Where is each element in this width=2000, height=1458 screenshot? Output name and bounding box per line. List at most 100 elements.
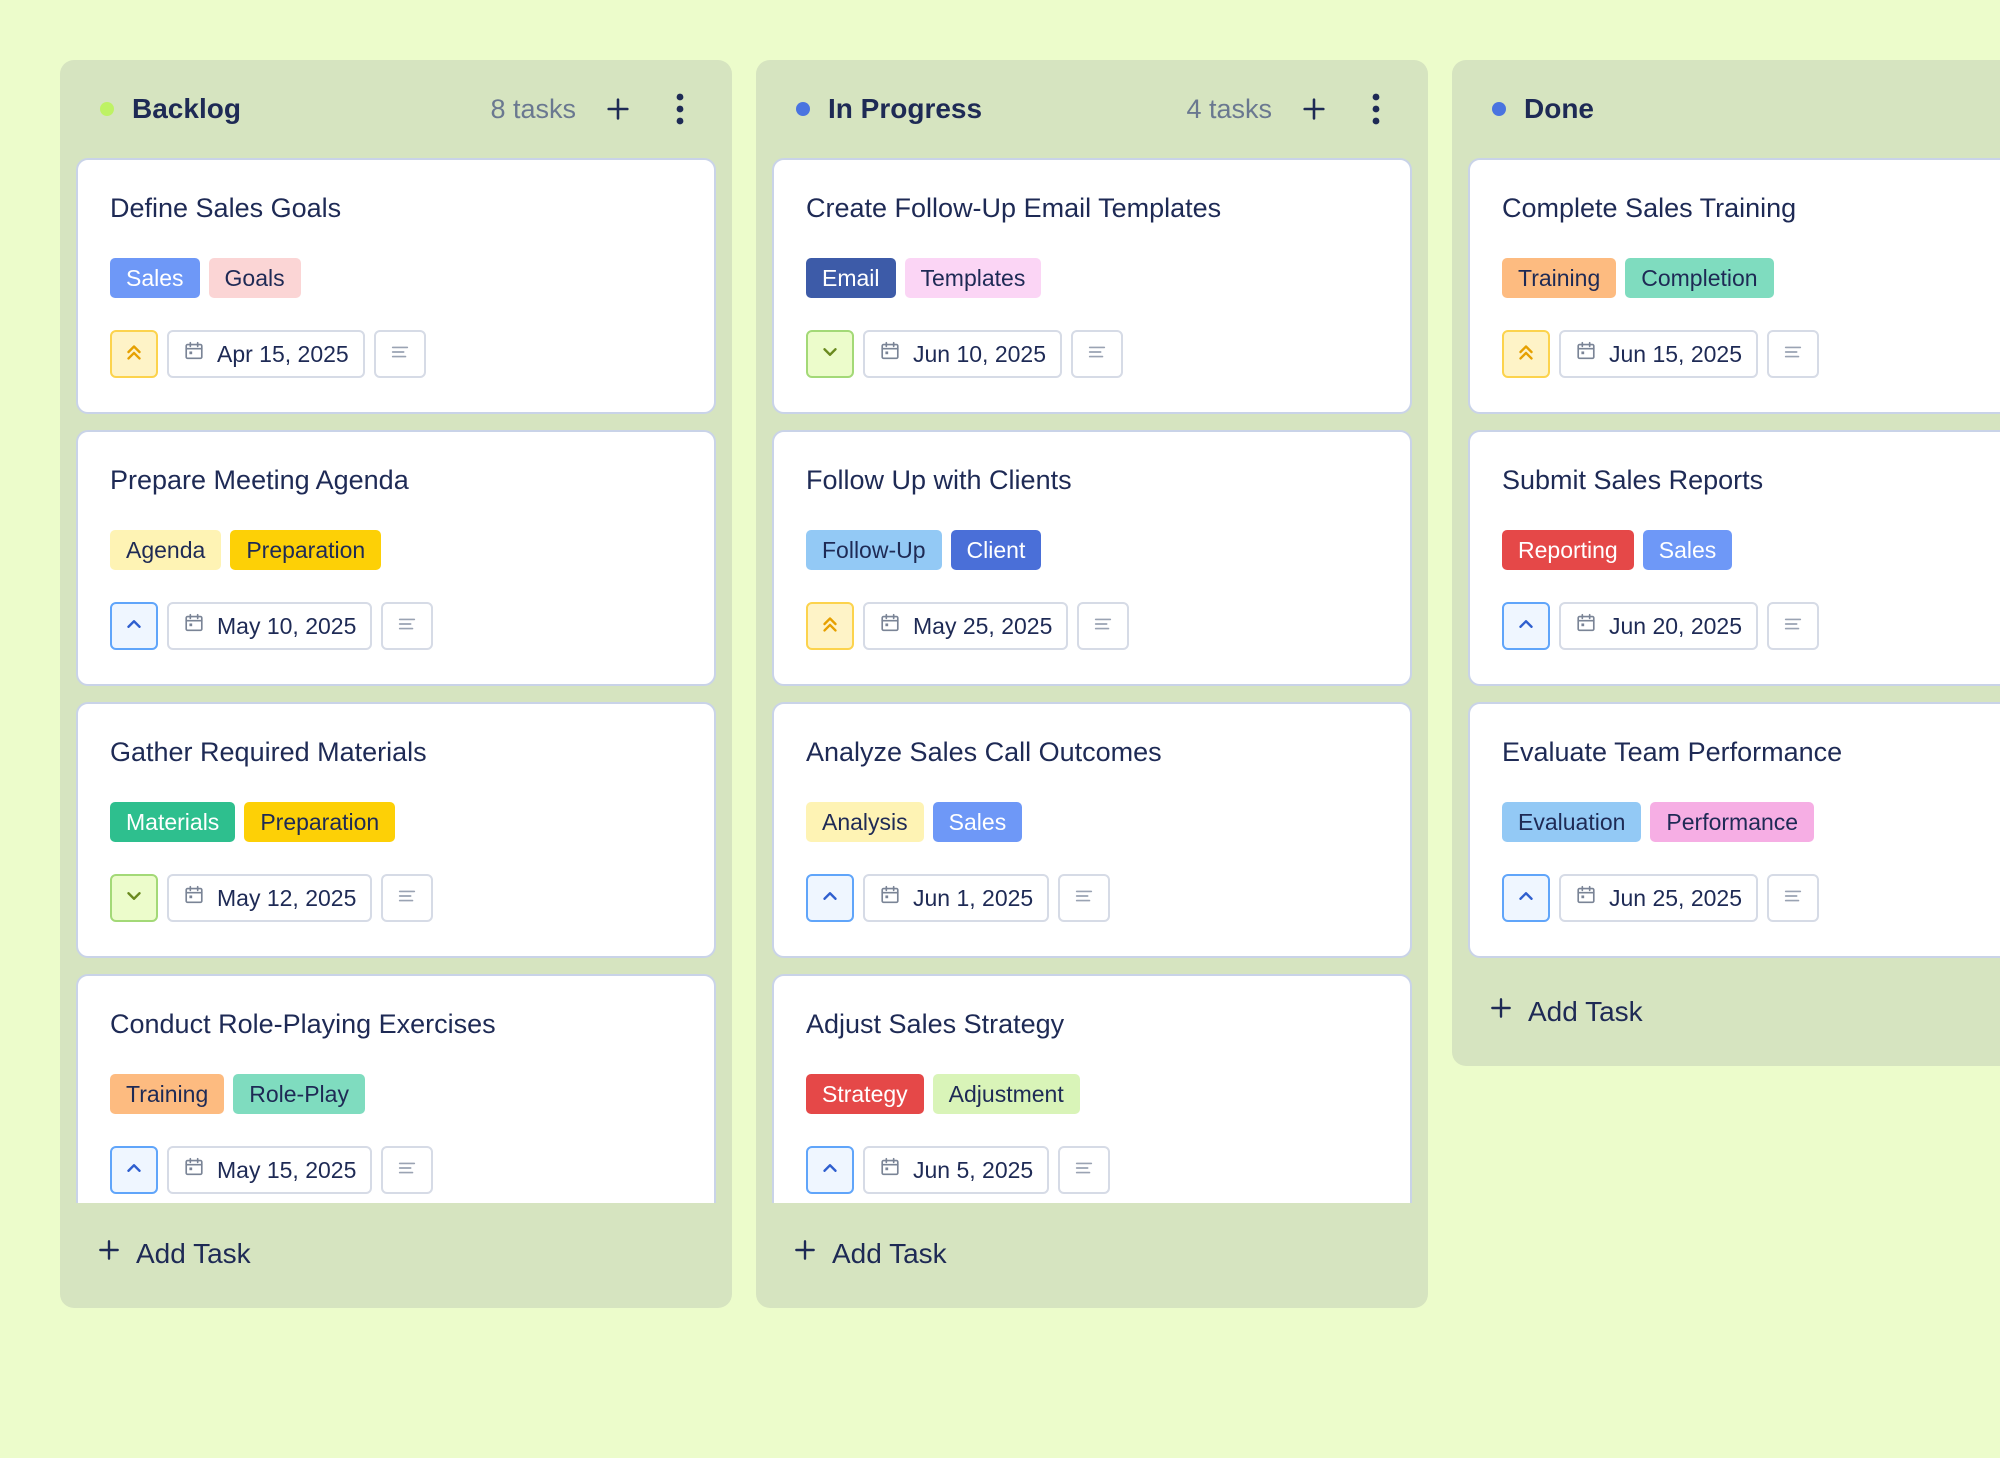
task-meta: Jun 1, 2025 [806,874,1378,922]
task-title: Submit Sales Reports [1502,465,1764,495]
add-card-button[interactable] [598,89,638,129]
task-card[interactable]: Conduct Role-Playing Exercises Training Ro… [76,974,716,1203]
task-card[interactable]: Define Sales Goals Sales Goals Apr 15, 2025 [76,158,716,414]
priority-medium-button[interactable] [806,874,854,922]
add-task-label: Add Task [136,1237,251,1269]
notes-icon [389,341,411,368]
add-task-button[interactable]: Add Task [1488,995,1643,1028]
tag-badge: Email [806,258,896,298]
due-date-chip[interactable]: May 15, 2025 [167,1146,373,1194]
calendar-icon [183,884,217,912]
due-date-chip[interactable]: Jun 15, 2025 [1559,330,1759,378]
due-date-text: Jun 20, 2025 [1609,612,1743,639]
notes-button[interactable] [381,602,434,650]
task-card[interactable]: Create Follow-Up Email Templates Email Tem… [772,158,1412,414]
due-date-chip[interactable]: Jun 1, 2025 [863,874,1050,922]
task-title: Adjust Sales Strategy [806,1009,1065,1039]
task-meta: Jun 25, 2025 [1502,874,2000,922]
priority-medium-button[interactable] [1502,602,1550,650]
task-card[interactable]: Evaluate Team Performance Evaluation Perfo… [1468,702,2000,958]
task-card[interactable]: Analyze Sales Call Outcomes Analysis Sales… [772,702,1412,958]
task-card[interactable]: Gather Required Materials Materials Prepar… [76,702,716,958]
notes-button[interactable] [1767,602,1820,650]
notes-button[interactable] [1767,874,1820,922]
due-date-chip[interactable]: May 25, 2025 [863,602,1069,650]
column-menu-button[interactable] [1356,89,1396,129]
due-date-text: Jun 10, 2025 [913,340,1047,367]
more-vertical-icon [1371,93,1381,125]
notes-button[interactable] [1058,874,1111,922]
due-date-text: May 10, 2025 [217,612,357,639]
status-dot-icon [796,102,810,116]
due-date-chip[interactable]: Jun 5, 2025 [863,1146,1050,1194]
plus-icon [96,1237,136,1270]
calendar-icon [183,340,217,368]
task-title: Prepare Meeting Agenda [110,465,409,495]
priority-medium-button[interactable] [110,602,158,650]
priority-medium-button[interactable] [806,1146,854,1194]
task-title: Define Sales Goals [110,193,342,223]
priority-medium-button[interactable] [1502,874,1550,922]
notes-icon [1782,613,1804,640]
notes-button[interactable] [1767,330,1820,378]
due-date-chip[interactable]: May 10, 2025 [167,602,373,650]
task-card[interactable]: Complete Sales Training Training Completio… [1468,158,2000,414]
notes-icon [1086,341,1108,368]
tag-list: Strategy Adjustment [806,1074,1378,1114]
add-card-button[interactable] [1294,89,1334,129]
task-title: Complete Sales Training [1502,193,1797,223]
due-date-chip[interactable]: Jun 25, 2025 [1559,874,1759,922]
due-date-text: Jun 25, 2025 [1609,884,1743,911]
priority-low-button[interactable] [110,874,158,922]
task-meta: May 15, 2025 [110,1146,682,1194]
priority-high-button[interactable] [110,330,158,378]
calendar-icon [879,884,913,912]
add-task-button[interactable]: Add Task [792,1237,947,1270]
task-meta: May 12, 2025 [110,874,682,922]
notes-button[interactable] [373,330,426,378]
task-card[interactable]: Submit Sales Reports Reporting Sales Jun 20… [1468,430,2000,686]
due-date-chip[interactable]: Apr 15, 2025 [167,330,365,378]
notes-button[interactable] [1071,330,1124,378]
priority-high-button[interactable] [806,602,854,650]
column-in-progress: In Progress 4 tasks Create Follow-Up Email… [756,60,1428,1308]
calendar-icon [183,1156,217,1184]
task-meta: Jun 20, 2025 [1502,602,2000,650]
calendar-icon [879,1156,913,1184]
notes-icon [1092,613,1114,640]
tag-badge: Performance [1650,802,1815,842]
status-dot-icon [1492,102,1506,116]
priority-medium-icon [819,1157,841,1184]
notes-button[interactable] [1058,1146,1111,1194]
column-done: Done3 tasks Complete Sales Training Traini… [1452,60,2000,1066]
task-count: 8 tasks [490,93,576,124]
priority-high-icon [123,341,145,368]
tag-badge: Training [110,1074,225,1114]
notes-button[interactable] [381,874,434,922]
priority-low-button[interactable] [806,330,854,378]
task-card[interactable]: Adjust Sales Strategy Strategy Adjustment J… [772,974,1412,1203]
task-meta: Jun 15, 2025 [1502,330,2000,378]
add-task-label: Add Task [832,1237,947,1269]
tag-list: Analysis Sales [806,802,1378,842]
add-task-button[interactable]: Add Task [96,1237,251,1270]
due-date-chip[interactable]: Jun 20, 2025 [1559,602,1759,650]
tag-badge: Sales [110,258,200,298]
priority-medium-button[interactable] [110,1146,158,1194]
notes-button[interactable] [381,1146,434,1194]
task-title: Gather Required Materials [110,737,427,767]
tag-list: Training Role-Play [110,1074,682,1114]
notes-button[interactable] [1077,602,1130,650]
tag-badge: Preparation [244,802,396,842]
column-menu-button[interactable] [660,89,700,129]
task-meta: May 10, 2025 [110,602,682,650]
task-card[interactable]: Prepare Meeting Agenda Agenda Preparation M… [76,430,716,686]
due-date-chip[interactable]: Jun 10, 2025 [863,330,1063,378]
task-meta: Jun 10, 2025 [806,330,1378,378]
tag-badge: Completion [1625,258,1774,298]
task-card[interactable]: Follow Up with Clients Follow-Up Client May… [772,430,1412,686]
due-date-chip[interactable]: May 12, 2025 [167,874,373,922]
priority-high-button[interactable] [1502,330,1550,378]
due-date-text: May 15, 2025 [217,1156,357,1183]
add-task-label: Add Task [1528,995,1643,1027]
